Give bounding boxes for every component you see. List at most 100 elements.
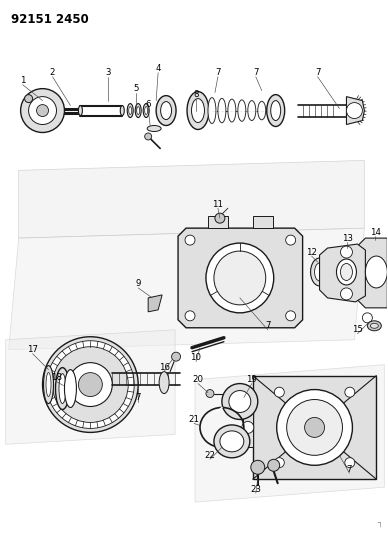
Circle shape — [222, 384, 258, 419]
Ellipse shape — [64, 369, 76, 408]
Polygon shape — [208, 216, 228, 228]
Text: 12: 12 — [306, 247, 317, 256]
Text: 9: 9 — [135, 279, 141, 288]
Circle shape — [145, 133, 152, 140]
Ellipse shape — [135, 103, 141, 118]
Ellipse shape — [55, 368, 69, 409]
Circle shape — [345, 387, 355, 397]
Ellipse shape — [310, 258, 329, 286]
Ellipse shape — [214, 425, 250, 458]
Circle shape — [274, 458, 284, 467]
Text: 8: 8 — [193, 90, 199, 99]
Circle shape — [29, 96, 57, 125]
Text: 13: 13 — [342, 233, 353, 243]
Polygon shape — [178, 228, 303, 328]
Text: 18: 18 — [51, 373, 62, 382]
Text: 7: 7 — [265, 321, 270, 330]
Circle shape — [229, 391, 251, 413]
Text: 16: 16 — [159, 363, 170, 372]
Polygon shape — [195, 365, 385, 502]
Text: 4: 4 — [155, 64, 161, 73]
Circle shape — [341, 288, 352, 300]
Text: 7: 7 — [215, 68, 221, 77]
Ellipse shape — [218, 99, 226, 123]
Text: 7: 7 — [135, 393, 141, 402]
Text: 20: 20 — [192, 375, 203, 384]
Circle shape — [341, 246, 352, 258]
Ellipse shape — [208, 98, 216, 124]
Circle shape — [206, 390, 214, 398]
Ellipse shape — [145, 107, 148, 115]
Polygon shape — [253, 216, 273, 228]
Ellipse shape — [371, 324, 378, 328]
Circle shape — [47, 341, 134, 429]
Circle shape — [362, 313, 372, 323]
Text: 7: 7 — [315, 68, 320, 77]
Ellipse shape — [267, 95, 285, 126]
Ellipse shape — [127, 103, 133, 118]
Text: 15: 15 — [352, 325, 363, 334]
Circle shape — [185, 235, 195, 245]
Circle shape — [21, 88, 64, 133]
Polygon shape — [148, 295, 162, 312]
Ellipse shape — [367, 321, 381, 331]
Circle shape — [287, 400, 343, 455]
Polygon shape — [320, 244, 365, 302]
Ellipse shape — [143, 103, 149, 118]
Text: 6: 6 — [146, 100, 151, 109]
Text: 10: 10 — [191, 353, 201, 362]
Ellipse shape — [315, 263, 324, 281]
Circle shape — [345, 458, 355, 467]
Circle shape — [277, 390, 352, 465]
Ellipse shape — [187, 92, 209, 130]
Ellipse shape — [78, 106, 82, 116]
Text: 17: 17 — [27, 345, 38, 354]
Ellipse shape — [59, 374, 66, 403]
Polygon shape — [9, 228, 364, 350]
Circle shape — [346, 102, 362, 118]
Ellipse shape — [129, 107, 132, 115]
Text: 7: 7 — [253, 68, 258, 77]
Text: 5: 5 — [133, 84, 139, 93]
Polygon shape — [357, 238, 387, 308]
Ellipse shape — [137, 107, 140, 115]
Ellipse shape — [46, 373, 51, 397]
Ellipse shape — [258, 101, 266, 120]
Ellipse shape — [214, 251, 266, 305]
Polygon shape — [6, 330, 175, 445]
Text: 23: 23 — [250, 484, 261, 494]
Polygon shape — [253, 376, 376, 479]
Ellipse shape — [206, 243, 274, 313]
Circle shape — [52, 346, 128, 423]
Circle shape — [286, 235, 296, 245]
Ellipse shape — [220, 431, 244, 452]
Circle shape — [36, 104, 48, 117]
Circle shape — [171, 352, 180, 361]
Circle shape — [268, 459, 280, 471]
Circle shape — [78, 373, 102, 397]
Text: 92151 2450: 92151 2450 — [10, 13, 88, 26]
Text: 14: 14 — [370, 228, 381, 237]
Text: 11: 11 — [212, 200, 223, 209]
Text: 22: 22 — [204, 451, 215, 460]
Ellipse shape — [43, 366, 54, 403]
Text: 21: 21 — [189, 415, 199, 424]
Circle shape — [274, 387, 284, 397]
Ellipse shape — [228, 99, 236, 122]
Circle shape — [24, 95, 33, 102]
Ellipse shape — [336, 259, 357, 285]
Ellipse shape — [161, 102, 171, 119]
Ellipse shape — [341, 263, 352, 280]
Ellipse shape — [365, 256, 387, 288]
Ellipse shape — [120, 106, 124, 116]
Circle shape — [215, 213, 225, 223]
Circle shape — [43, 337, 138, 432]
Ellipse shape — [248, 101, 256, 120]
Ellipse shape — [192, 99, 204, 123]
Ellipse shape — [159, 372, 169, 393]
Ellipse shape — [147, 125, 161, 132]
Circle shape — [305, 417, 324, 438]
Text: 3: 3 — [106, 68, 111, 77]
Polygon shape — [19, 160, 364, 238]
Text: 19: 19 — [246, 375, 257, 384]
